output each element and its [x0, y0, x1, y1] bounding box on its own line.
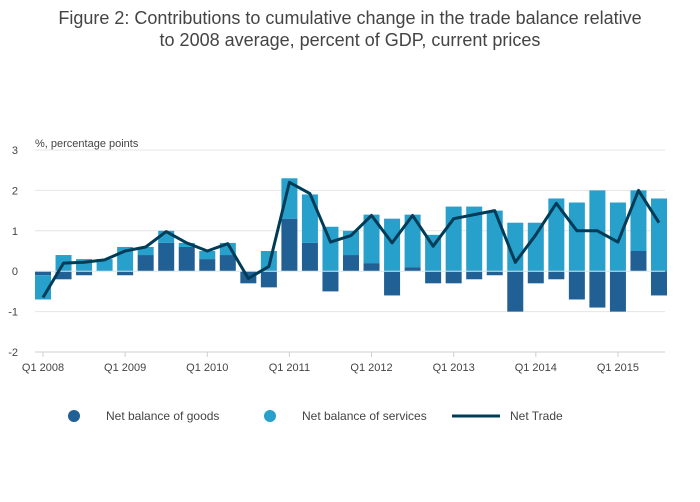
legend-goods-marker — [68, 410, 80, 422]
y-tick-label: -2 — [8, 347, 18, 359]
bar-goods-11 — [260, 271, 277, 288]
bar-services-18 — [404, 214, 421, 268]
bar-services-25 — [548, 198, 565, 272]
bars — [35, 178, 667, 312]
bar-services-5 — [137, 246, 154, 256]
y-axis-ticks: -2 -1 0 1 2 3 — [8, 145, 18, 359]
bar-goods-15 — [343, 255, 359, 272]
bar-services-12 — [281, 178, 298, 219]
y-axis-unit-label: %, percentage points — [35, 138, 139, 150]
bar-goods-18 — [404, 267, 421, 272]
bar-goods-30 — [651, 271, 667, 296]
bar-services-21 — [466, 206, 483, 272]
bar-services-30 — [651, 198, 667, 272]
legend-services-marker — [264, 410, 276, 422]
bar-services-13 — [301, 194, 318, 243]
bar-goods-5 — [137, 255, 154, 272]
net-trade-line — [41, 180, 661, 299]
bar-services-26 — [568, 202, 585, 272]
x-tick-label: Q1 2013 — [433, 362, 475, 374]
legend: Net balance of goods Net balance of serv… — [68, 409, 563, 423]
chart-title-line-1: Figure 2: Contributions to cumulative ch… — [58, 8, 641, 28]
net-trade-series-line — [41, 180, 661, 299]
chart-title-line-2: to 2008 average, percent of GDP, current… — [160, 30, 541, 50]
bar-services-7 — [178, 242, 195, 247]
bar-goods-6 — [158, 242, 175, 272]
bar-services-22 — [486, 210, 503, 272]
bar-goods-1 — [55, 271, 72, 280]
bar-goods-25 — [548, 271, 565, 280]
bar-goods-8 — [199, 259, 216, 272]
bar-goods-21 — [466, 271, 483, 280]
x-axis-ticks: Q1 2008 Q1 2009 Q1 2010 Q1 2011 Q1 2012 Q1 20… — [22, 352, 639, 374]
x-tick-label: Q1 2012 — [350, 362, 392, 374]
bar-services-17 — [384, 218, 401, 272]
x-tick-label: Q1 2015 — [597, 362, 639, 374]
bar-goods-13 — [301, 242, 318, 272]
y-tick-label: -1 — [8, 307, 18, 319]
bar-goods-19 — [425, 271, 442, 284]
bar-goods-7 — [178, 246, 195, 272]
bar-services-16 — [363, 214, 380, 264]
bar-services-8 — [199, 251, 216, 260]
bar-goods-27 — [589, 271, 606, 308]
x-tick-label: Q1 2011 — [269, 362, 310, 374]
bar-goods-12 — [281, 218, 298, 272]
bar-goods-4 — [117, 271, 134, 276]
bar-goods-26 — [568, 271, 585, 300]
bar-goods-9 — [219, 255, 236, 272]
bar-services-19 — [425, 234, 442, 272]
bar-goods-24 — [527, 271, 544, 284]
y-tick-label: 3 — [12, 145, 18, 157]
bar-goods-20 — [445, 271, 462, 284]
bar-goods-28 — [609, 271, 626, 312]
bar-services-24 — [527, 222, 544, 272]
x-tick-label: Q1 2014 — [515, 362, 557, 374]
bar-goods-17 — [384, 271, 401, 296]
bar-goods-22 — [486, 271, 503, 276]
bar-services-29 — [630, 190, 647, 251]
y-tick-label: 1 — [12, 226, 18, 238]
bar-services-3 — [96, 259, 113, 272]
bar-services-14 — [322, 226, 339, 272]
bar-goods-14 — [322, 271, 339, 292]
x-tick-label: Q1 2008 — [22, 362, 64, 374]
bar-goods-29 — [630, 251, 647, 272]
y-tick-label: 2 — [12, 185, 18, 197]
bar-goods-23 — [507, 271, 524, 312]
x-tick-label: Q1 2009 — [104, 362, 146, 374]
legend-services-label: Net balance of services — [302, 409, 427, 423]
legend-net-trade-label: Net Trade — [510, 409, 563, 423]
y-tick-label: 0 — [12, 266, 18, 278]
bar-goods-16 — [363, 263, 380, 272]
bar-services-28 — [609, 202, 626, 272]
bar-goods-0 — [35, 271, 51, 276]
bar-goods-2 — [76, 271, 93, 276]
legend-goods-label: Net balance of goods — [106, 409, 219, 423]
x-tick-label: Q1 2010 — [186, 362, 228, 374]
